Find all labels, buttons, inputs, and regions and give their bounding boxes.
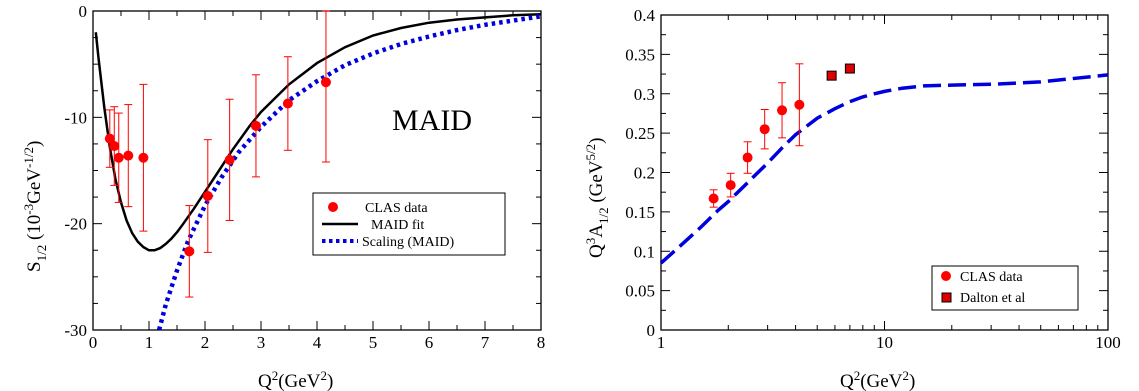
- legend-label-dalton: Dalton et al: [960, 291, 1025, 306]
- plot-frame: [92, 10, 542, 331]
- y-tick-label: -20: [64, 215, 87, 234]
- clas-data-point: [138, 152, 149, 163]
- y-tick-label: 0.2: [634, 164, 655, 183]
- clas-data-point: [777, 105, 788, 116]
- x-axis-label-left: Q2(GeV2): [258, 368, 333, 391]
- y-tick-label: 0.25: [625, 124, 655, 143]
- y-tick-label: -10: [64, 108, 87, 127]
- y-tick-label: 0.3: [634, 85, 655, 104]
- legend: CLAS data MAID fit Scaling (MAID): [312, 192, 506, 256]
- clas-data-point: [742, 152, 753, 163]
- x-tick-label: 100: [1095, 333, 1121, 352]
- clas-data-point: [104, 133, 115, 144]
- x-tick-label: 7: [481, 333, 490, 352]
- clas-data-point: [708, 193, 719, 204]
- x-tick-label: 0: [89, 333, 98, 352]
- x-tick-label: 8: [537, 333, 546, 352]
- x-tick-label: 2: [201, 333, 210, 352]
- x-tick-label: 3: [257, 333, 266, 352]
- clas-data-point: [109, 141, 120, 152]
- legend-marker-clas: [328, 202, 338, 212]
- legend: CLAS data Dalton et al: [931, 265, 1079, 311]
- x-tick-label: 1: [657, 333, 666, 352]
- y-tick-label: 0: [79, 2, 88, 21]
- scaling-line: [156, 14, 542, 331]
- y-tick-label: 0.05: [625, 282, 655, 301]
- y-tick-label: 0: [647, 321, 656, 340]
- maid-fit-line: [94, 12, 542, 252]
- dalton-data-point: [826, 70, 837, 81]
- clas-data-point: [113, 152, 124, 163]
- x-tick-label: 1: [145, 333, 154, 352]
- clas-data-point: [282, 98, 293, 109]
- clas-data-point: [184, 246, 195, 257]
- legend-label-maid-fit: MAID fit: [371, 218, 424, 233]
- clas-data-point: [123, 150, 134, 161]
- x-tick-label: 4: [313, 333, 322, 352]
- y-tick-label: 0.1: [634, 242, 655, 261]
- legend-marker-dalton: [941, 292, 952, 303]
- clas-data-point: [320, 77, 331, 88]
- legend-label-clas: CLAS data: [365, 201, 428, 216]
- legend-label-clas: CLAS data: [960, 270, 1023, 285]
- x-tick-label: 10: [876, 333, 893, 352]
- y-tick-label: 0.4: [634, 6, 656, 25]
- x-tick-label: 5: [369, 333, 378, 352]
- clas-data-point: [759, 124, 770, 135]
- y-tick-label: 0.35: [625, 45, 655, 64]
- clas-data-point: [224, 154, 235, 165]
- y-tick-label: -30: [64, 321, 87, 340]
- x-tick-label: 6: [425, 333, 434, 352]
- clas-data-point: [250, 120, 261, 131]
- clas-data-point: [794, 99, 805, 110]
- y-axis-label-right: Q3A1/2 (GeV5/2): [583, 138, 611, 259]
- clas-data-point: [725, 180, 736, 191]
- x-axis-label-right: Q2(GeV2): [840, 368, 915, 391]
- legend-marker-clas: [941, 271, 951, 281]
- y-tick-label: 0.15: [625, 203, 655, 222]
- chart-s12: 0 1 2 3 4 5 6 7 8 0 -10 -20 -30 MAID CLAS data MAID …: [21, 2, 545, 391]
- chart-q3a12: 1 10 100 0 0.05 0.1 0.15 0.2 0.25 0.3 0.35 0.4 CLAS…: [583, 6, 1121, 391]
- scaling-curve: [659, 73, 1109, 265]
- clas-data-point: [202, 191, 213, 202]
- maid-annotation: MAID: [392, 104, 472, 137]
- dalton-data-point: [844, 63, 855, 74]
- y-axis-label-left: S1/2 (10-3GeV-1/2): [21, 141, 49, 272]
- legend-label-scaling: Scaling (MAID): [362, 235, 454, 250]
